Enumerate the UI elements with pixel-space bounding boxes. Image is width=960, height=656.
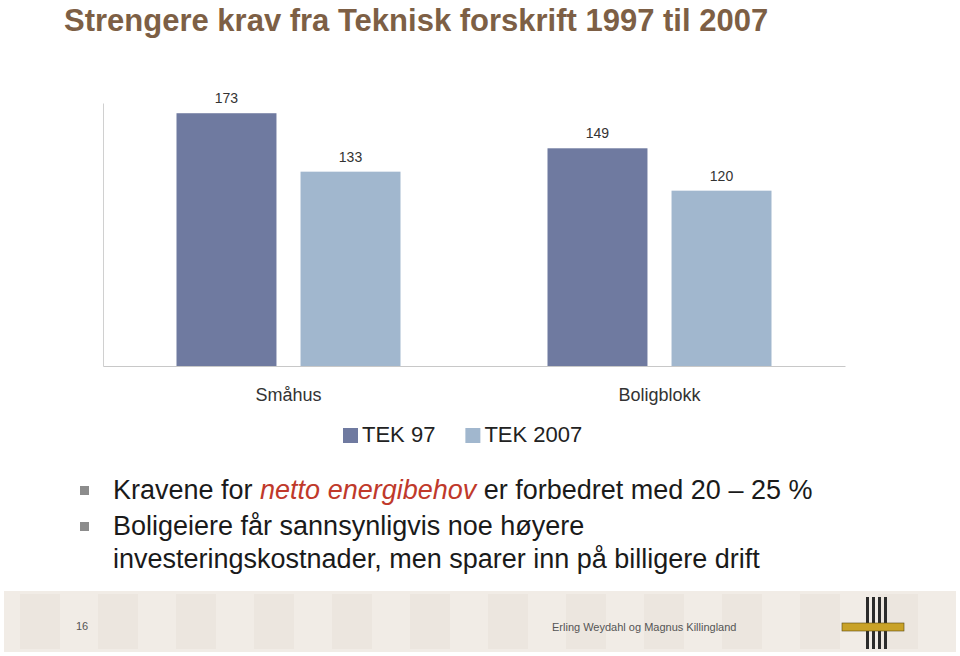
footer-texture bbox=[878, 594, 918, 649]
footer-texture bbox=[410, 594, 450, 649]
bullet-text: Boligeiere får sannsynligvis noe høyere … bbox=[113, 511, 760, 574]
data-label: 120 bbox=[710, 168, 734, 184]
bar bbox=[672, 191, 772, 366]
logo bbox=[842, 597, 904, 649]
bars bbox=[177, 113, 772, 366]
page-number: 16 bbox=[76, 620, 88, 632]
footer-texture bbox=[98, 594, 138, 649]
bullet: Kravene for netto energibehov er forbedr… bbox=[78, 474, 848, 507]
logo-band bbox=[842, 623, 904, 631]
data-label: 149 bbox=[586, 125, 610, 141]
data-label: 173 bbox=[215, 90, 239, 106]
x-tick-label: Småhus bbox=[255, 385, 321, 405]
footer: 16 Erling Weydahl og Magnus Killingland bbox=[4, 591, 956, 652]
bullet-text: er forbedret med 20 – 25 % bbox=[476, 475, 812, 505]
bullet-text: Kravene for bbox=[113, 475, 260, 505]
footer-texture bbox=[488, 594, 528, 649]
legend-swatch bbox=[465, 428, 480, 443]
slide: Strengere krav fra Teknisk forskrift 199… bbox=[0, 0, 960, 656]
x-axis-line bbox=[104, 366, 846, 367]
data-label: 133 bbox=[339, 149, 363, 165]
footer-texture bbox=[176, 594, 216, 649]
x-tick: Boligblokk bbox=[618, 366, 701, 405]
footer-texture bbox=[20, 594, 60, 649]
x-axis: Småhus Boligblokk bbox=[104, 366, 846, 405]
bullet-marker bbox=[80, 522, 89, 531]
y-axis-line bbox=[103, 104, 104, 367]
data-labels: 173 149 133 120 bbox=[215, 90, 734, 183]
x-tick-label: Boligblokk bbox=[618, 385, 701, 405]
legend-label: TEK 97 bbox=[362, 422, 435, 447]
footer-texture bbox=[332, 594, 372, 649]
legend: TEK 97 TEK 2007 bbox=[343, 422, 582, 447]
title: Strengere krav fra Teknisk forskrift 199… bbox=[64, 3, 768, 38]
bullet-text: netto energibehov bbox=[260, 475, 476, 505]
footer-texture bbox=[254, 594, 294, 649]
bullet: Boligeiere får sannsynligvis noe høyere … bbox=[78, 510, 848, 576]
bar bbox=[177, 113, 277, 366]
x-tick: Småhus bbox=[255, 366, 321, 405]
bullet-marker bbox=[80, 486, 89, 495]
legend-label: TEK 2007 bbox=[484, 422, 582, 447]
bullet-list: Kravene for netto energibehov er forbedr… bbox=[78, 474, 878, 579]
bar bbox=[548, 148, 648, 366]
bar bbox=[301, 172, 401, 366]
y-axis bbox=[103, 104, 104, 367]
footer-texture bbox=[800, 594, 840, 649]
legend-swatch bbox=[343, 428, 358, 443]
footer-author: Erling Weydahl og Magnus Killingland bbox=[552, 621, 736, 633]
footer-band bbox=[4, 591, 956, 652]
